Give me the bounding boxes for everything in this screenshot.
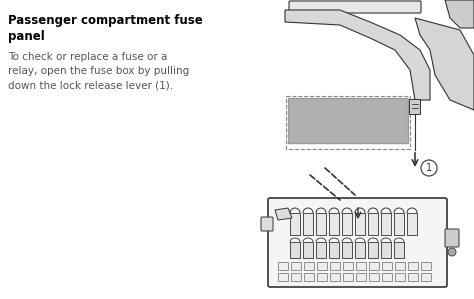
Bar	[421, 262, 431, 270]
Bar	[368, 242, 378, 258]
Bar	[395, 262, 405, 270]
Bar	[342, 242, 352, 258]
Bar	[290, 213, 300, 235]
FancyBboxPatch shape	[289, 1, 421, 13]
Bar	[291, 273, 301, 281]
Polygon shape	[445, 0, 474, 28]
Bar	[355, 213, 365, 235]
Text: 1: 1	[426, 163, 432, 173]
Bar	[381, 242, 391, 258]
Bar	[329, 213, 339, 235]
Bar	[421, 273, 431, 281]
Bar	[355, 242, 365, 258]
Bar	[330, 273, 340, 281]
Bar	[291, 262, 301, 270]
Bar	[356, 262, 366, 270]
FancyBboxPatch shape	[410, 100, 420, 115]
Bar	[342, 213, 352, 235]
Text: To check or replace a fuse or a
relay, open the fuse box by pulling
down the loc: To check or replace a fuse or a relay, o…	[8, 52, 189, 90]
Bar	[317, 262, 327, 270]
Bar	[356, 273, 366, 281]
Circle shape	[448, 248, 456, 256]
Bar	[343, 262, 353, 270]
Bar	[395, 273, 405, 281]
FancyBboxPatch shape	[261, 217, 273, 231]
Bar	[288, 98, 408, 143]
Bar	[394, 213, 404, 235]
Bar	[290, 242, 300, 258]
Bar	[286, 96, 410, 149]
Polygon shape	[275, 208, 292, 220]
Bar	[407, 213, 417, 235]
Bar	[369, 273, 379, 281]
Bar	[278, 262, 288, 270]
Bar	[408, 262, 418, 270]
Bar	[369, 262, 379, 270]
Bar	[382, 262, 392, 270]
Bar	[329, 242, 339, 258]
Bar	[304, 273, 314, 281]
Polygon shape	[285, 10, 430, 100]
Bar	[304, 262, 314, 270]
Bar	[368, 213, 378, 235]
Bar	[316, 242, 326, 258]
Bar	[381, 213, 391, 235]
Text: Passenger compartment fuse
panel: Passenger compartment fuse panel	[8, 14, 203, 43]
Bar	[317, 273, 327, 281]
Bar	[303, 242, 313, 258]
Bar	[303, 213, 313, 235]
Bar	[382, 273, 392, 281]
Polygon shape	[415, 18, 474, 110]
Bar	[408, 273, 418, 281]
Bar	[394, 242, 404, 258]
FancyBboxPatch shape	[268, 198, 447, 287]
FancyBboxPatch shape	[445, 229, 459, 247]
Bar	[278, 273, 288, 281]
Circle shape	[421, 160, 437, 176]
Bar	[343, 273, 353, 281]
Bar	[330, 262, 340, 270]
Bar	[316, 213, 326, 235]
